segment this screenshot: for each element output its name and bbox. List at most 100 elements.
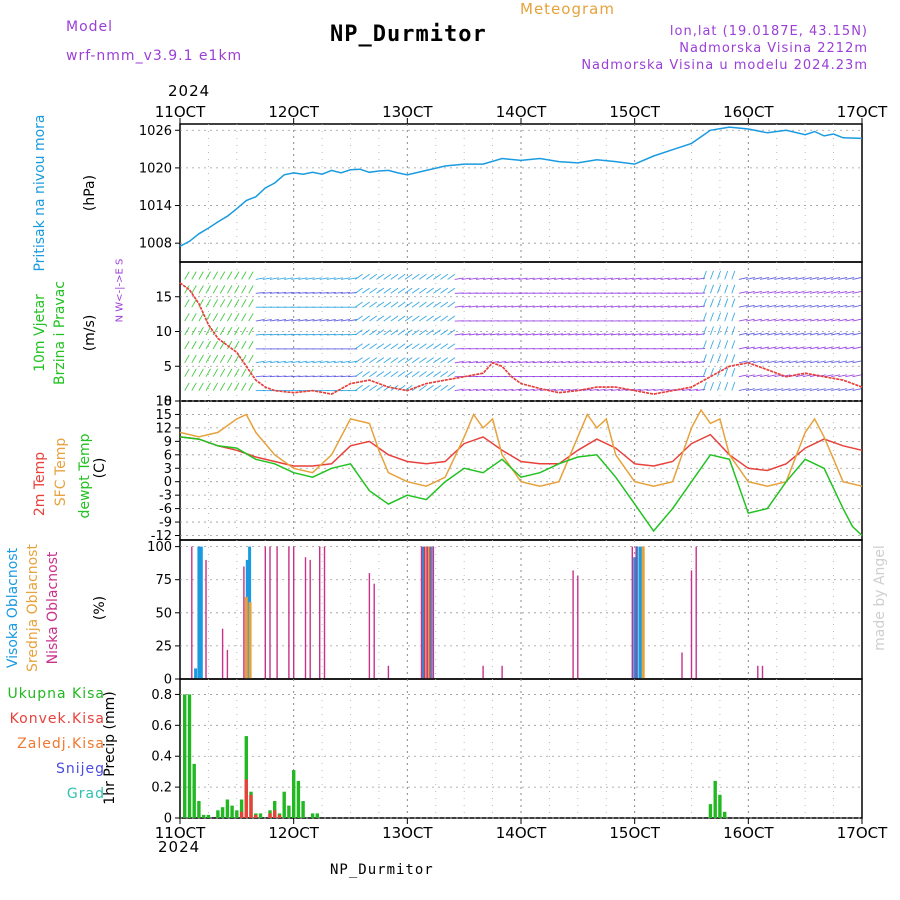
wind-barb: [390, 385, 399, 391]
wind-barb: [227, 354, 233, 364]
wind-barb: [433, 273, 442, 280]
wind-barb: [305, 292, 315, 294]
wind-barb: [816, 277, 826, 280]
precipitation-bar: [273, 801, 277, 818]
wind-barb: [731, 354, 736, 363]
cloud-bar: [276, 546, 278, 679]
wind-barb: [390, 315, 399, 322]
wind-barb: [312, 333, 322, 336]
wind-barb: [767, 388, 777, 392]
wind-barb: [411, 301, 420, 308]
wind-barb: [397, 287, 406, 294]
wind-barb: [511, 277, 521, 280]
wind-barb: [219, 368, 226, 377]
y-tick-label: 0: [164, 673, 172, 688]
wind-barb: [681, 305, 691, 308]
wind-barb: [816, 388, 826, 392]
wind-barb: [781, 346, 791, 350]
wind-barb: [411, 329, 420, 336]
wind-barb: [610, 388, 620, 392]
wind-barb: [667, 277, 677, 280]
wind-barb: [838, 290, 848, 294]
wind-barb: [404, 357, 413, 364]
wind-barb: [411, 287, 420, 294]
wind-barb: [852, 277, 862, 280]
wind-barb: [795, 318, 805, 322]
wind-barb: [589, 305, 599, 308]
wind-barb: [504, 305, 514, 308]
cloud-bar: [424, 546, 428, 679]
x-tick-label-bottom: 16OCT: [723, 824, 774, 842]
wind-barb: [575, 305, 585, 308]
wind-barb: [738, 318, 748, 322]
wind-barb: [802, 290, 812, 294]
wind-barb: [532, 277, 542, 280]
precipitation-bar: [239, 799, 244, 818]
y-tick-label: 0: [164, 395, 172, 410]
y-tick-label: 12: [155, 421, 172, 436]
wind-barb: [795, 388, 805, 392]
cloud-bar: [635, 546, 637, 679]
wind-barb: [767, 304, 777, 308]
cloud-bar: [197, 546, 201, 679]
wind-barb: [433, 385, 442, 391]
precipitation-bar: [310, 813, 315, 818]
wind-barb: [753, 360, 762, 364]
x-tick-label-bottom: 12OCT: [268, 824, 319, 842]
wind-barb: [284, 277, 294, 280]
precipitation-bar: [258, 813, 263, 818]
wind-barb: [610, 305, 620, 308]
lonlat-label: lon,lat (19.0187E, 43.15N): [669, 24, 868, 39]
wind-barb: [689, 305, 699, 308]
wind-barb: [554, 361, 564, 364]
wind-barb: [440, 301, 449, 308]
wind-barb: [369, 357, 378, 364]
wind-barb: [603, 277, 613, 280]
wind-barb: [241, 340, 247, 350]
wind-barb: [582, 361, 592, 364]
dewpt-temp-line: [179, 436, 863, 537]
2m-temp-line: [179, 433, 863, 472]
elevation-label: Nadmorska Visina 2212m: [679, 41, 868, 56]
wind-barb: [689, 388, 699, 392]
wind-barb: [582, 277, 592, 280]
wind-barb: [760, 346, 770, 350]
wind-barb: [589, 388, 599, 392]
wind-barb: [824, 346, 833, 350]
wind-barb: [831, 332, 841, 336]
wind-barb: [376, 343, 385, 350]
wind-barb: [760, 290, 770, 294]
wind-label-2: Brzina i Pravac: [52, 281, 68, 385]
wind-barb: [518, 361, 528, 364]
wind-barb: [248, 285, 254, 294]
wind-barb: [227, 326, 233, 336]
wind-barb: [753, 304, 762, 308]
wind-barb: [198, 354, 204, 364]
precip-unit: 1hr Precip (mm): [102, 691, 118, 805]
wind-barb: [277, 375, 287, 378]
wind-barb: [845, 277, 855, 280]
wind-barb: [305, 277, 315, 280]
wind-barb: [702, 340, 707, 350]
wind-barb: [767, 332, 777, 336]
wind-barb: [575, 277, 585, 280]
wind-barb: [354, 329, 363, 336]
wind-barb: [298, 277, 308, 280]
wind-barb: [518, 277, 528, 280]
wind-barb: [234, 340, 240, 350]
wind-barb: [618, 333, 628, 336]
wind-barb: [483, 333, 493, 336]
wind-barb: [284, 375, 294, 378]
x-tick-label-bottom: 15OCT: [609, 824, 660, 842]
wind-barb: [397, 371, 406, 378]
wind-barb: [816, 290, 826, 294]
precip-legend-conv: Konvek.Kisa: [9, 711, 105, 727]
cloud-bar: [681, 652, 683, 679]
wind-barb: [646, 305, 656, 308]
wind-barb: [198, 368, 204, 377]
wind-barb: [348, 277, 358, 280]
wind-barb: [198, 313, 204, 322]
wind-barb: [376, 329, 385, 336]
wind-barb: [639, 277, 649, 280]
precipitation-bar: [723, 811, 727, 818]
